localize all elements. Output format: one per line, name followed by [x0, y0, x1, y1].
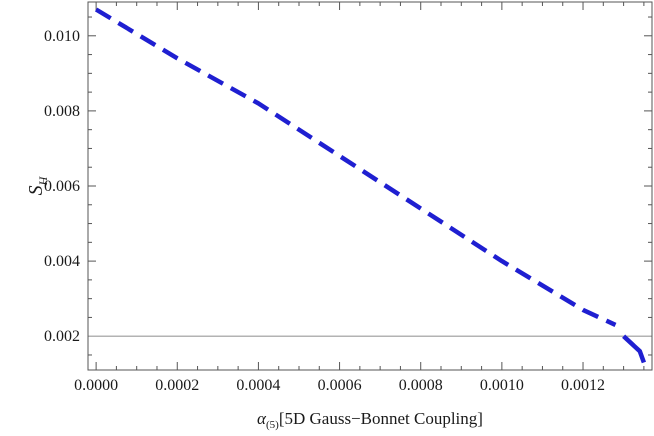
y-axis-subscript: H — [36, 175, 50, 186]
x-tick-label: 0.0000 — [74, 377, 118, 394]
y-tick-label: 0.006 — [44, 178, 80, 195]
y-tick-label: 0.010 — [44, 28, 80, 45]
plot-frame — [87, 1, 653, 371]
series-line-dashed — [94, 7, 617, 327]
y-axis-label: SH — [25, 175, 50, 195]
x-axis-text: [5D Gauss−Bonnet Coupling] — [279, 409, 483, 428]
y-tick-label: 0.008 — [44, 103, 80, 120]
x-tick-label: 0.0012 — [561, 377, 605, 394]
x-axis-label: α(5)[5D Gauss−Bonnet Coupling] — [257, 409, 483, 431]
x-tick-label: 0.0010 — [480, 377, 524, 394]
tick-layer: 0.0000 0.0002 0.0004 0.0006 0.0008 0.0010 0.00… — [44, 2, 652, 394]
x-tick-label: 0.0002 — [155, 377, 199, 394]
series-layer — [94, 7, 647, 364]
y-tick-label: 0.002 — [44, 328, 80, 345]
x-axis-subscript: (5) — [266, 419, 279, 431]
x-tick-label: 0.0006 — [318, 377, 362, 394]
y-axis-symbol: S — [25, 185, 47, 195]
series-line-solid — [622, 334, 647, 364]
x-tick-label: 0.0004 — [236, 377, 280, 394]
y-tick-label: 0.004 — [44, 253, 80, 270]
x-axis-symbol: α — [257, 409, 267, 428]
x-tick-label: 0.0008 — [399, 377, 443, 394]
